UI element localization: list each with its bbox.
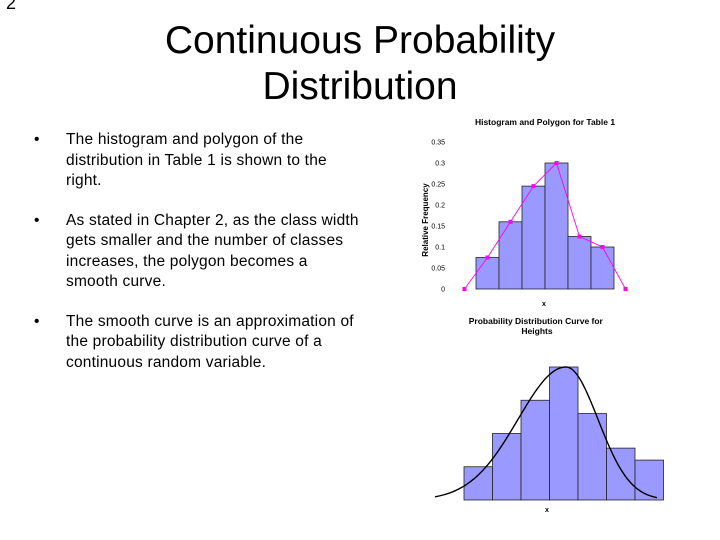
chart1-polygon-point	[531, 184, 536, 189]
bullet-item: • As stated in Chapter 2, as the class w…	[34, 211, 359, 293]
chart1-y-axis-label: Relative Frequency	[421, 183, 430, 257]
chart1-y-tick-label: 0	[441, 287, 445, 294]
chart1-bar	[590, 246, 615, 290]
chart1-polygon-point	[485, 255, 490, 260]
chart1-y-tick-label: 0.1	[435, 245, 445, 252]
chart1-title: Histogram and Polygon for Table 1	[475, 117, 615, 127]
chart1-polygon-point	[600, 245, 605, 249]
chart1-y-tick-label: 0.15	[431, 224, 445, 231]
bullet-marker: •	[34, 131, 40, 148]
bullet-item: • The histogram and polygon of the distr…	[34, 130, 359, 192]
chart2-bar	[634, 459, 664, 501]
chart2-title-text-line2: Heights	[521, 326, 552, 336]
chart2-distribution-curve	[434, 366, 658, 499]
chart1-polygon-point	[623, 287, 628, 291]
bullet-text: The histogram and polygon of the distrib…	[66, 131, 327, 189]
chart1-y-tick-label: 0.3	[435, 161, 445, 168]
bullet-text: As stated in Chapter 2, as the class wid…	[66, 211, 359, 291]
title-line-1: Continuous Probability	[164, 19, 556, 62]
chart1-bar	[567, 236, 592, 290]
bullet-marker: •	[34, 312, 40, 330]
chart2-title-text: Probability Distribution Curve for	[469, 316, 604, 326]
chart1-bar	[521, 185, 546, 290]
chart1-bar	[544, 162, 569, 290]
chart1-polygon-line	[464, 162, 626, 290]
chart2-x-axis-label: x	[545, 507, 549, 514]
distribution-curve-chart: Probability Distribution Curve for Heigh…	[434, 316, 664, 514]
chart2-bar	[520, 399, 550, 501]
chart1-polygon-point	[577, 234, 582, 239]
histogram-polygon-chart: Histogram and Polygon for Table 1 Relati…	[421, 117, 628, 308]
slide-number: 2	[6, 0, 17, 13]
chart1-y-tick-label: 0.2	[435, 203, 445, 210]
chart1-polygon-point	[554, 161, 559, 165]
chart1-x-axis-label: x	[542, 301, 546, 308]
bullet-list: • The histogram and polygon of the distr…	[34, 130, 359, 392]
bullet-item: • The smooth curve is an approximation o…	[34, 312, 359, 374]
chart2-bar	[492, 433, 522, 501]
chart1-polygon-point	[508, 219, 513, 224]
chart1-y-tick-label: 0.05	[431, 266, 445, 273]
chart2-bar	[577, 413, 607, 501]
chart1-y-tick-label: 0.25	[431, 182, 445, 189]
chart1-y-tick-label: 0.35	[431, 140, 445, 147]
title-line-2: Distribution	[262, 65, 458, 108]
chart2-bar	[549, 366, 579, 501]
chart1-bar	[475, 257, 500, 290]
chart1-polygon-point	[462, 287, 467, 291]
slide-title: Continuous Probability Distribution	[100, 18, 620, 110]
bullet-marker: •	[34, 211, 40, 229]
chart1-bar	[498, 221, 523, 290]
bullet-text: The smooth curve is an approximation of …	[66, 312, 354, 371]
chart2-bar	[606, 447, 636, 501]
chart2-title: Probability Distribution Curve for Heigh…	[469, 316, 606, 336]
